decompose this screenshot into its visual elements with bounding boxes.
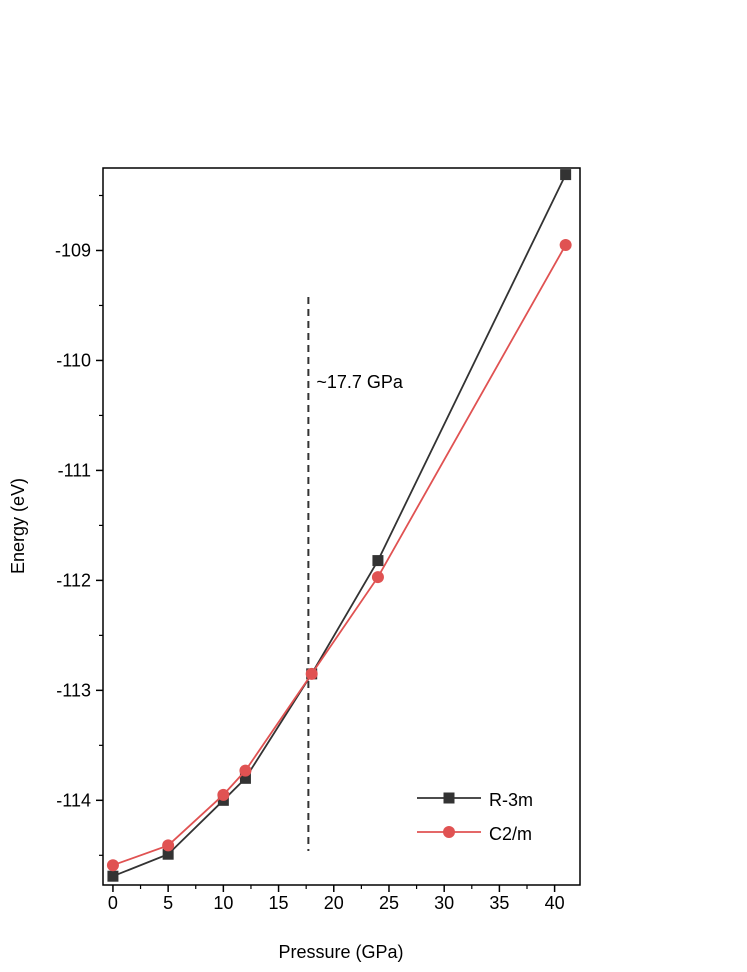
x-tick-label: 35	[489, 893, 509, 913]
plot-frame	[102, 167, 581, 886]
marker	[162, 848, 174, 860]
marker	[372, 555, 384, 567]
x-tick-label: 30	[434, 893, 454, 913]
x-axis-label: Pressure (GPa)	[278, 942, 403, 962]
legend-label: R-3m	[489, 790, 533, 810]
series-line	[112, 244, 567, 867]
y-tick-label: -109	[55, 240, 91, 260]
y-tick-label: -110	[56, 350, 91, 370]
y-tick-label: -114	[56, 790, 91, 810]
x-tick-label: 40	[545, 893, 565, 913]
marker	[371, 571, 384, 584]
marker	[239, 772, 251, 784]
marker	[106, 859, 119, 872]
x-tick-label: 25	[379, 893, 399, 913]
legend-marker	[443, 792, 455, 804]
y-tick-label: -112	[56, 570, 91, 590]
x-tick-label: 5	[163, 893, 173, 913]
marker	[217, 788, 230, 801]
marker	[305, 667, 318, 680]
marker	[162, 839, 175, 852]
y-axis-label: Energy (eV)	[8, 478, 28, 574]
x-tick-label: 0	[108, 893, 118, 913]
x-tick-label: 10	[213, 893, 233, 913]
x-tick-label: 20	[324, 893, 344, 913]
marker	[560, 169, 572, 181]
legend-marker	[443, 826, 455, 838]
x-tick-label: 15	[269, 893, 289, 913]
series-line	[112, 174, 567, 878]
marker	[239, 764, 252, 777]
marker	[107, 870, 119, 882]
legend-label: C2/m	[489, 824, 532, 844]
y-tick-label: -113	[56, 680, 91, 700]
marker	[559, 238, 572, 251]
y-tick-label: -111	[58, 460, 91, 480]
annotation: ~17.7 GPa	[316, 372, 404, 392]
